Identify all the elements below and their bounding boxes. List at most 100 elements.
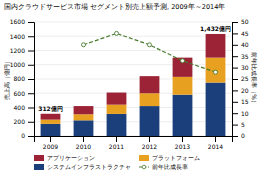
grid-line: [34, 22, 232, 23]
y-axis-title: 売上高（億円）: [3, 58, 11, 100]
grid-line: [34, 79, 232, 80]
tick-mark: [215, 136, 216, 142]
tick-label: 1200: [10, 47, 25, 54]
tick-label: 10: [241, 110, 249, 117]
point: [214, 70, 218, 74]
bar: [173, 58, 193, 77]
legend-marker: [142, 165, 146, 169]
marks: [41, 31, 226, 136]
y-axis: 0 200 400 600 800 1000 1200 1400 1600: [10, 18, 35, 139]
bar: [173, 77, 193, 95]
legend-item: アプリケーション: [34, 154, 95, 161]
axis-line: [35, 137, 233, 143]
bar: [107, 114, 127, 136]
tick: 1600: [10, 18, 34, 25]
tick-mark: [116, 136, 117, 142]
grid-line: [34, 50, 232, 51]
grid-line: [34, 93, 232, 94]
tick: 45: [232, 30, 249, 37]
legend-label: アプリケーション: [47, 154, 95, 161]
tick-mark: [232, 90, 238, 91]
tick-label: 1000: [10, 61, 25, 68]
grid-line: [34, 107, 232, 108]
tick: 2009: [43, 136, 58, 150]
tick-label: 0: [21, 132, 25, 139]
tick-mark: [232, 125, 238, 126]
tick-label: 2009: [43, 143, 58, 150]
legend-label: システムインフラストラクチャ: [47, 163, 131, 170]
tick-mark: [232, 22, 238, 23]
tick-mark: [149, 136, 150, 142]
point: [115, 31, 119, 35]
legend-swatch: [139, 155, 149, 161]
legend-label: 前年比成長率: [152, 163, 188, 170]
tick: 1400: [10, 33, 34, 40]
bar: [173, 95, 193, 136]
axis-line: [233, 23, 239, 137]
tick: 2011: [109, 136, 124, 150]
tick: 35: [232, 53, 249, 60]
bar: [206, 83, 226, 136]
tick: 30: [232, 64, 249, 71]
legend-item: システムインフラストラクチャ: [34, 163, 131, 170]
tick-mark: [232, 33, 238, 34]
tick-label: 20: [241, 87, 249, 94]
tick: 2012: [142, 136, 157, 150]
tick: 25: [232, 75, 249, 82]
title: 国内クラウドサービス市場 セグメント別売上額予測, 2009年～2014年: [4, 3, 225, 11]
tick: 10: [232, 110, 249, 117]
bar: [107, 93, 127, 105]
tick-mark: [182, 136, 183, 142]
tick: 2013: [175, 136, 190, 150]
grid-line: [34, 36, 232, 37]
tick-label: 5: [241, 121, 245, 128]
grid: [34, 22, 232, 136]
line: [84, 33, 216, 72]
tick-label: 30: [241, 64, 249, 71]
tick-mark: [28, 65, 34, 66]
tick: 1000: [10, 61, 34, 68]
tick-label: 2011: [109, 143, 124, 150]
x-axis: 2009 2010 2011 2012 2013 2014: [35, 136, 233, 150]
y2-axis-title: 前年比成長率（%）: [250, 52, 258, 106]
bar: [41, 124, 61, 136]
bar-series: [41, 58, 226, 124]
tick-mark: [232, 79, 238, 80]
tick-label: 35: [241, 53, 249, 60]
tick: 2010: [76, 136, 91, 150]
tick: 400: [14, 104, 34, 111]
y2-axis: 05101520253035404550: [232, 18, 249, 139]
tick: 600: [14, 90, 34, 97]
axis-line: [28, 23, 35, 137]
annotation: 1,432億円: [200, 25, 231, 32]
bar-series: [41, 34, 226, 120]
tick-mark: [232, 45, 238, 46]
tick-label: 800: [14, 75, 26, 82]
bar: [140, 106, 160, 136]
bar: [74, 114, 94, 120]
bar: [140, 93, 160, 106]
tick-label: 200: [14, 118, 26, 125]
tick-label: 2013: [175, 143, 190, 150]
tick-mark: [28, 122, 34, 123]
tick-mark: [28, 22, 34, 23]
point: [181, 59, 185, 63]
legend-label: プラットフォーム: [152, 154, 200, 161]
tick-mark: [28, 136, 34, 137]
tick-label: 40: [241, 41, 249, 48]
bar: [74, 106, 94, 114]
tick: 1200: [10, 47, 34, 54]
tick-mark: [28, 36, 34, 37]
tick: 800: [14, 75, 34, 82]
tick-mark: [83, 136, 84, 142]
tick-label: 400: [14, 104, 26, 111]
tick-label: 1600: [10, 18, 25, 25]
tick-label: 0: [241, 132, 245, 139]
tick-mark: [50, 136, 51, 142]
tick: 15: [232, 98, 249, 105]
legend: アプリケーション プラットフォームシステムインフラストラクチャ 前年比成長率: [34, 154, 200, 170]
legend-swatch: [34, 164, 44, 170]
legend-item: プラットフォーム: [139, 154, 200, 161]
tick: 2014: [208, 136, 223, 150]
tick-mark: [232, 102, 238, 103]
